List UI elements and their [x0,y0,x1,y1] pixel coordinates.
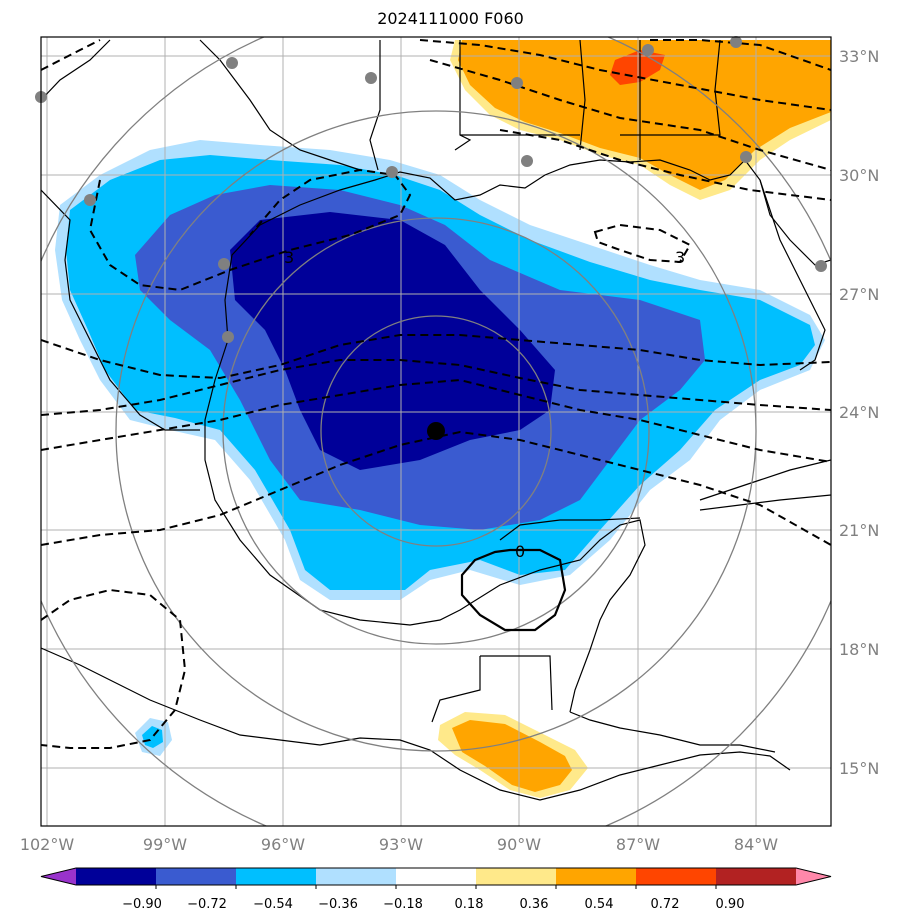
range-rings [41,37,831,826]
station-dot [226,57,238,69]
station-dot [815,260,827,272]
station-dot [730,36,742,48]
colorbar-tick-label: 0.72 [651,897,680,912]
station-dot [642,44,654,56]
colorbar-tick-label: −0.18 [383,897,423,912]
colorbar-tick-label: −0.54 [253,897,293,912]
lon-label-84: 84°W [734,835,778,854]
contour-label-3-west: 3 [284,248,294,267]
colorbar-tick-label: 0.36 [520,897,549,912]
colorbar-outline [40,867,832,886]
lat-label-21: 21°N [839,521,879,540]
lon-label-102: 102°W [20,835,75,854]
station-dot [521,155,533,167]
coastlines [41,39,831,801]
map-frame [40,36,832,827]
dashed-contours [41,39,831,749]
colorbar-tick-label: 0.90 [716,897,745,912]
lat-label-18: 18°N [839,640,879,659]
contour-label-0: 0 [515,542,525,561]
colorbar-segment [396,868,477,885]
lon-label-90: 90°W [497,835,541,854]
lon-label-87: 87°W [616,835,660,854]
station-dot [218,258,230,270]
colorbar-segment [556,868,637,885]
colorbar-segment [316,868,397,885]
colorbar-tick-label: −0.36 [318,897,358,912]
lat-label-24: 24°N [839,403,879,422]
colorbar-segment [476,868,557,885]
colorbar-tick-label: −0.72 [187,897,227,912]
colorbar-segment [156,868,237,885]
longitude-labels: 102°W 99°W 96°W 93°W 90°W 87°W 84°W [20,835,778,854]
anomaly-fill-orange-ca [452,720,572,792]
colorbar-segment [716,868,797,885]
solid-contour-zero [460,548,567,632]
lon-label-93: 93°W [379,835,423,854]
anomaly-fill-navy [230,212,555,470]
lat-label-27: 27°N [839,285,879,304]
colorbar-extension-low [41,868,76,885]
latitude-labels: 33°N 30°N 27°N 24°N 21°N 18°N 15°N [839,47,879,778]
lon-label-96: 96°W [261,835,305,854]
colorbar-segment [636,868,717,885]
lon-label-99: 99°W [143,835,187,854]
station-dot [222,331,234,343]
station-dot [740,151,752,163]
colorbar-segment [76,868,157,885]
colorbar-tick-label: 0.54 [585,897,614,912]
lat-label-33: 33°N [839,47,879,66]
station-dot [386,166,398,178]
colorbar-tick-label: 0.18 [455,897,484,912]
anomaly-fill-orange-ne [458,40,831,190]
station-dot [511,77,523,89]
colorbar [40,867,832,889]
graticule [41,37,831,826]
colorbar-segment [236,868,317,885]
map-title: 2024111000 F060 [377,9,524,28]
station-dot [84,194,96,206]
colorbar-tick-labels: −0.90 −0.72 −0.54 −0.36 −0.18 0.18 0.36 … [122,897,744,912]
colorbar-tick-label: −0.90 [122,897,162,912]
station-dot [365,72,377,84]
lat-label-15: 15°N [839,759,879,778]
lat-label-30: 30°N [839,166,879,185]
colorbar-extension-high [796,868,831,885]
contour-label-3-east: 3 [675,248,685,267]
storm-center-marker [427,422,445,440]
